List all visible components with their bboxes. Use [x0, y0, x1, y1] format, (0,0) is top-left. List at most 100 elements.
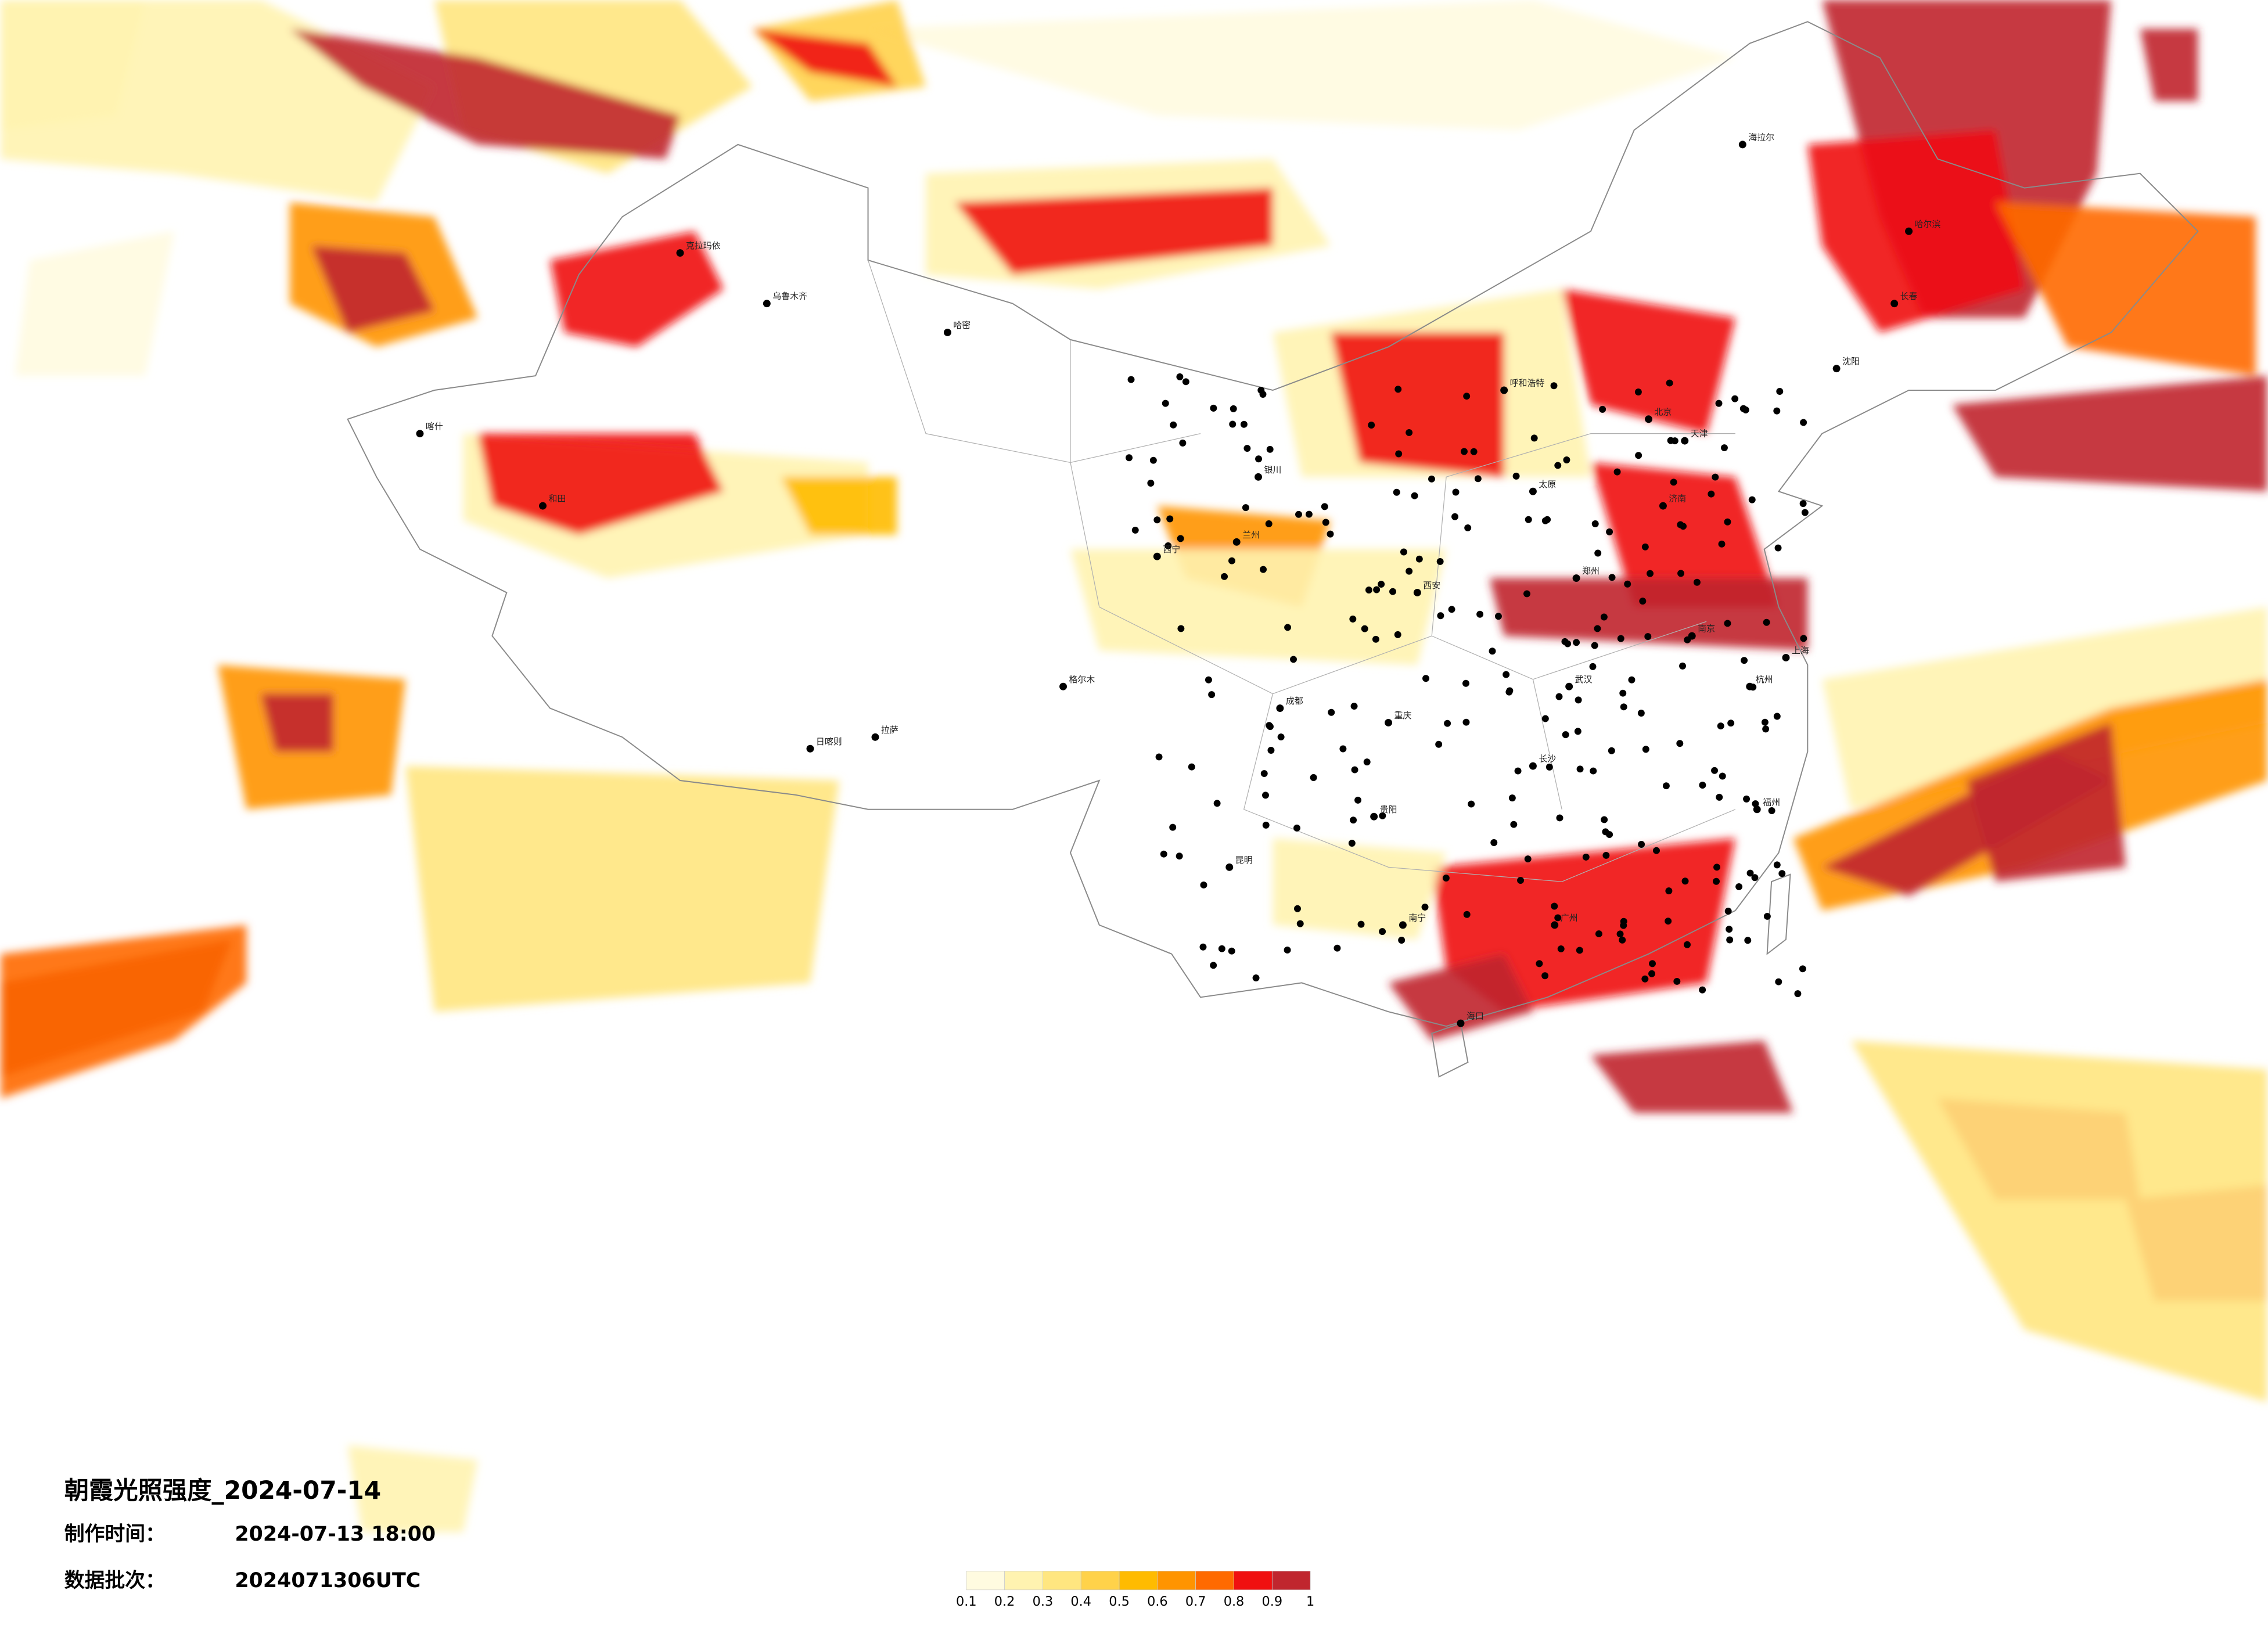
city-label: 北京 — [1655, 406, 1672, 417]
city-dot — [1782, 653, 1790, 661]
intensity-patch — [868, 0, 1735, 130]
city-dot — [1775, 978, 1782, 985]
city-label: 日喀则 — [816, 736, 842, 747]
city-dot — [1619, 689, 1627, 697]
city-dot — [1724, 518, 1731, 526]
city-dot — [1665, 887, 1673, 895]
city-dot — [1436, 557, 1444, 565]
city-dot — [1421, 904, 1429, 911]
city-dot — [1529, 762, 1537, 770]
city-dot — [1576, 947, 1583, 954]
city-dot — [1905, 227, 1913, 235]
intensity-patch — [1489, 578, 1808, 650]
city-dot — [1800, 419, 1807, 426]
city-dot — [1255, 473, 1263, 481]
city-dot — [1545, 763, 1553, 771]
city-dot — [1260, 770, 1268, 778]
city-dot — [1393, 488, 1400, 496]
city-dot — [1218, 945, 1225, 952]
city-label: 银川 — [1264, 465, 1282, 475]
city-dot — [1210, 404, 1217, 412]
city-dot — [1489, 647, 1496, 655]
city-dot — [1205, 676, 1212, 684]
city-dot — [1595, 930, 1602, 938]
city-label: 南宁 — [1408, 912, 1426, 923]
city-dot — [1400, 548, 1407, 556]
city-dot — [1602, 828, 1609, 836]
city-label: 沈阳 — [1842, 356, 1860, 366]
city-dot — [1676, 740, 1684, 747]
intensity-patch — [311, 246, 434, 333]
city-dot — [1800, 635, 1807, 642]
city-label: 兰州 — [1242, 530, 1260, 540]
city-dot — [1774, 544, 1782, 552]
city-label: 上海 — [1792, 645, 1809, 656]
city-dot — [1594, 625, 1601, 632]
city-dot — [1510, 821, 1518, 828]
intensity-patch — [1590, 462, 1779, 607]
city-dot — [806, 744, 814, 753]
city-dot — [1601, 816, 1608, 823]
city-dot — [1576, 765, 1584, 773]
city-dot — [1225, 863, 1234, 871]
city-dot — [1149, 456, 1157, 464]
city-dot — [1305, 510, 1313, 518]
production-value: 2024-07-13 18:00 — [235, 1523, 436, 1546]
city-dot — [1394, 631, 1401, 638]
city-dot — [1357, 920, 1365, 928]
city-dot — [1648, 970, 1655, 977]
city-dot — [1378, 581, 1385, 588]
city-dot — [1620, 703, 1627, 711]
city-dot — [1444, 720, 1451, 727]
city-dot — [1554, 462, 1562, 469]
city-label: 成都 — [1286, 696, 1303, 706]
city-dot — [1717, 722, 1724, 730]
city-dot — [1199, 943, 1207, 951]
city-dot — [1641, 543, 1649, 551]
intensity-patch — [477, 433, 724, 535]
city-dot — [1645, 415, 1653, 423]
city-dot — [1762, 725, 1770, 733]
city-dot — [1266, 445, 1274, 453]
city-dot — [1739, 405, 1747, 412]
city-dot — [1442, 875, 1450, 882]
city-dot — [1536, 960, 1543, 967]
city-dot — [1506, 687, 1514, 695]
city-dot — [1778, 870, 1786, 877]
city-dot — [1229, 420, 1237, 428]
city-dot — [1210, 962, 1217, 969]
city-dot — [1290, 656, 1297, 663]
city-dot — [1761, 718, 1769, 726]
city-dot — [1413, 588, 1421, 596]
city-label: 海拉尔 — [1748, 132, 1774, 142]
legend-swatch — [1195, 1571, 1234, 1591]
legend-swatch — [1004, 1571, 1043, 1591]
production-label: 制作时间： — [64, 1523, 166, 1546]
city-dot — [1230, 405, 1237, 412]
city-dot — [1641, 975, 1649, 983]
city-label: 和田 — [549, 494, 566, 504]
city-dot — [1126, 454, 1133, 462]
city-dot — [1524, 855, 1532, 863]
city-dot — [1748, 496, 1756, 503]
city-dot — [1284, 946, 1291, 954]
legend-tick-label: 0.1 — [956, 1594, 977, 1609]
city-dot — [1372, 635, 1379, 643]
city-dot — [1541, 972, 1549, 980]
city-dot — [1221, 573, 1228, 580]
batch-label: 数据批次： — [64, 1569, 166, 1592]
city-markers — [416, 141, 1913, 1027]
intensity-patch — [781, 477, 897, 535]
city-dot — [1284, 624, 1292, 631]
city-dot — [1554, 914, 1562, 922]
city-dot — [1182, 378, 1189, 386]
city-dot — [1361, 625, 1368, 632]
city-label: 太原 — [1539, 479, 1556, 490]
city-dot — [1529, 487, 1537, 495]
city-dot — [1339, 745, 1347, 753]
legend-tick-label: 0.4 — [1070, 1594, 1091, 1609]
city-dot — [1602, 851, 1610, 859]
intensity-patch — [1807, 130, 2025, 333]
